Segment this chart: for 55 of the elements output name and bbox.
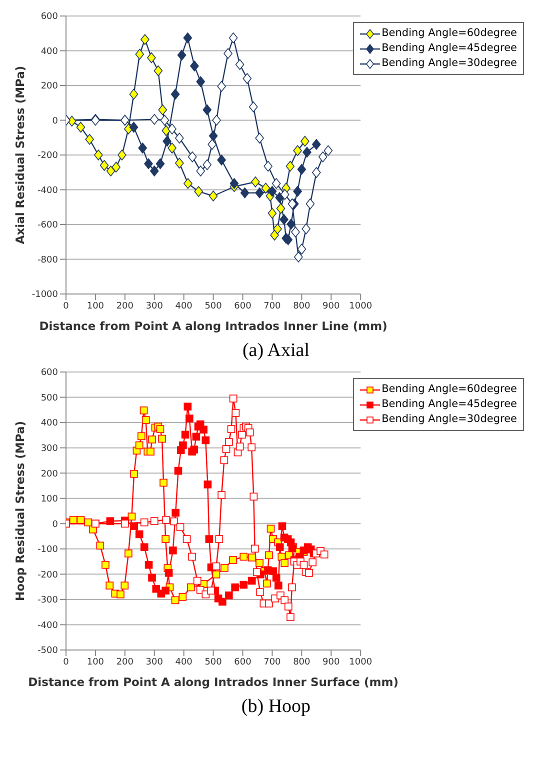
y-tick-label: 100 (40, 494, 58, 505)
y-tick-label: -500 (38, 646, 58, 656)
y-tick-label: -600 (38, 220, 58, 231)
y-axis-title: Axial Residual Stress (MPa) (13, 66, 28, 244)
x-tick-label: 0 (63, 657, 70, 668)
y-axis-title: Hoop Residual Stress (MPa) (13, 420, 28, 602)
x-tick-label: 1000 (349, 657, 372, 668)
x-tick-label: 800 (293, 301, 311, 312)
x-axis-title: Distance from Point A along Intrados Inner Surface (mm) (28, 675, 398, 689)
x-tick-label: 200 (116, 301, 134, 312)
text: (b) Hoop (240, 695, 312, 719)
x-tick-label: 400 (175, 657, 193, 668)
x-tick-label: 700 (264, 657, 282, 668)
x-tick-label: 900 (322, 301, 340, 312)
legend-label: Bending Angle=60degree (382, 382, 517, 397)
x-tick-label: 500 (204, 301, 222, 312)
x-tick-label: 800 (293, 657, 311, 668)
y-tick-label: -400 (38, 186, 58, 196)
x-tick-label: 400 (175, 301, 193, 312)
legend-label: Bending Angle=60degree (382, 26, 517, 41)
x-tick-label: 900 (322, 657, 340, 668)
x-tick-label: 700 (264, 301, 282, 312)
y-tick-label: 0 (52, 520, 58, 530)
y-tick-label: 600 (40, 12, 58, 22)
x-tick-label: 1000 (349, 301, 372, 312)
text: (a) Axial (241, 339, 310, 363)
y-tick-label: 0 (52, 116, 58, 126)
legend-label: Bending Angle=45degree (382, 397, 517, 412)
x-tick-label: 600 (234, 657, 252, 668)
y-tick-label: -200 (38, 570, 58, 580)
legend-label: Bending Angle=45degree (382, 41, 517, 56)
y-tick-label: 200 (40, 469, 58, 480)
y-tick-label: 500 (40, 393, 58, 404)
y-tick-label: -300 (38, 596, 58, 606)
y-tick-label: -100 (38, 545, 58, 556)
x-tick-label: 600 (234, 301, 252, 312)
y-tick-label: -800 (38, 255, 58, 266)
y-tick-label: -1000 (32, 290, 58, 300)
x-tick-label: 100 (86, 657, 104, 668)
y-tick-label: 400 (40, 418, 58, 429)
legend-label: Bending Angle=30degree (382, 412, 517, 427)
y-tick-label: -200 (38, 151, 58, 162)
x-tick-label: 100 (86, 301, 104, 312)
y-tick-label: 200 (40, 82, 58, 92)
x-axis-title: Distance from Point A along Intrados Inner Line (mm) (39, 319, 388, 333)
x-tick-label: 300 (146, 657, 164, 668)
x-tick-label: 300 (146, 301, 164, 312)
y-tick-label: -400 (38, 620, 58, 631)
x-tick-label: 0 (63, 301, 70, 312)
x-tick-label: 200 (116, 657, 134, 668)
x-tick-label: 500 (204, 657, 222, 668)
y-tick-label: 400 (40, 46, 58, 57)
y-tick-label: 300 (40, 444, 58, 454)
legend-label: Bending Angle=30degree (382, 56, 517, 71)
y-tick-label: 600 (40, 368, 58, 378)
